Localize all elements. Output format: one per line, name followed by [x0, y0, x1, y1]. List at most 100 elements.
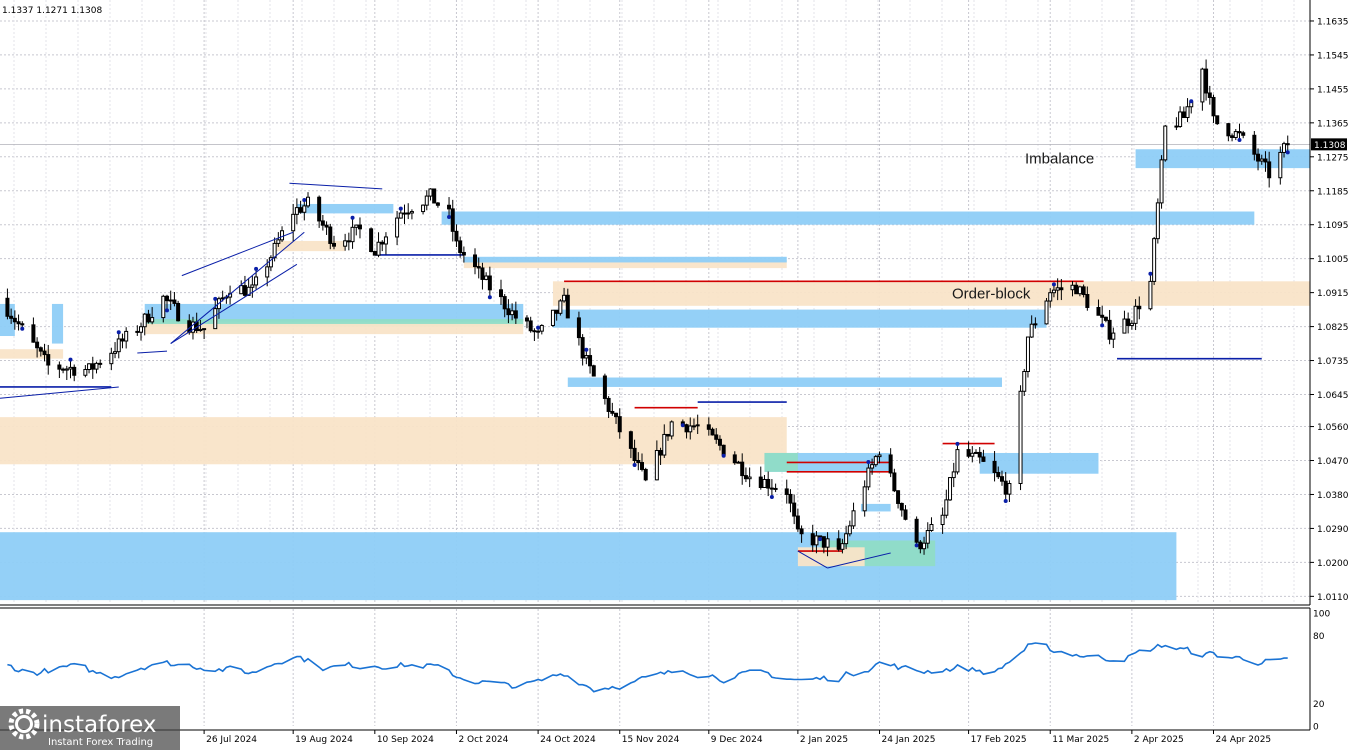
candle — [72, 364, 77, 382]
candle-body — [1051, 289, 1056, 294]
candle-body — [447, 204, 452, 210]
candle-body — [584, 355, 589, 359]
candle — [610, 402, 615, 416]
candle-body — [940, 514, 945, 526]
candle — [1211, 94, 1216, 123]
candle-body — [688, 425, 693, 433]
candle — [1174, 117, 1179, 131]
candle-body — [536, 330, 541, 333]
candle — [1074, 282, 1079, 295]
candle-body — [899, 502, 904, 511]
candle — [20, 321, 25, 331]
candle-body — [202, 328, 207, 331]
candle-body — [1022, 371, 1027, 392]
candle-body — [35, 341, 40, 349]
candle — [1070, 280, 1075, 297]
orderblock-zone — [463, 259, 787, 269]
candle-body — [981, 456, 986, 462]
candle-body — [1003, 480, 1008, 495]
candle — [814, 530, 819, 554]
candle — [31, 317, 36, 343]
candle — [1252, 131, 1257, 161]
candle-body — [473, 254, 478, 268]
candle-body — [1207, 92, 1212, 98]
candle — [276, 232, 281, 247]
candle — [1129, 320, 1134, 330]
candle — [721, 444, 726, 458]
price-tick-label: 1.0380 — [1317, 491, 1349, 501]
candle — [736, 460, 741, 464]
candle — [940, 507, 945, 534]
candle — [120, 333, 125, 349]
fractal-marker — [914, 543, 919, 548]
candle — [929, 517, 934, 532]
candle — [1085, 286, 1090, 311]
candle — [354, 224, 359, 236]
candle-body — [246, 286, 251, 296]
candle-body — [669, 421, 674, 437]
candle-body — [317, 196, 322, 222]
candle-body — [643, 468, 648, 481]
candle-body — [914, 518, 919, 543]
candle — [914, 516, 919, 548]
candle — [740, 453, 745, 485]
candle — [550, 309, 555, 327]
candle-body — [513, 310, 518, 319]
candle — [380, 240, 385, 252]
candle — [992, 451, 997, 482]
fractal-marker — [398, 206, 403, 211]
candle — [350, 215, 355, 249]
candle — [35, 337, 40, 358]
candle — [948, 477, 953, 501]
candle-body — [1185, 106, 1190, 119]
candle — [576, 311, 581, 346]
fractal-marker — [955, 441, 960, 446]
orderblock-zone — [797, 547, 865, 567]
candle-body — [306, 196, 311, 207]
candle-body — [324, 224, 329, 228]
candle — [640, 453, 645, 472]
candle-body — [714, 434, 719, 440]
candle — [1133, 299, 1138, 331]
fractal-marker — [866, 460, 871, 465]
candle — [710, 427, 715, 436]
candle — [1204, 59, 1209, 101]
candle — [617, 408, 622, 439]
candle-body — [398, 212, 403, 219]
candle-body — [432, 188, 437, 204]
candle-body — [298, 207, 303, 213]
candle — [502, 294, 507, 318]
fractal-marker — [302, 197, 307, 202]
candle-body — [866, 467, 871, 488]
osc-tick-label: 100 — [1313, 610, 1330, 620]
candle — [16, 314, 21, 331]
time-tick-label: 17 Feb 2025 — [971, 735, 1027, 745]
candle — [109, 347, 114, 371]
candle-body — [98, 362, 103, 365]
candle-body — [588, 355, 593, 367]
fractal-marker — [680, 423, 685, 428]
candle-body — [1241, 132, 1246, 136]
candle — [1215, 115, 1220, 125]
candle — [714, 428, 719, 444]
price-tick-label: 1.1545 — [1317, 51, 1349, 61]
candle — [1077, 285, 1082, 297]
candle-body — [847, 525, 852, 535]
candle-body — [1152, 238, 1157, 282]
candle-body — [1226, 123, 1231, 137]
candle — [1103, 316, 1108, 323]
candle-body — [1230, 135, 1235, 138]
candle-body — [239, 285, 244, 295]
oscillator-layer — [7, 642, 1288, 693]
candle — [562, 287, 567, 303]
orderblock-zone — [274, 240, 346, 252]
candle-body — [498, 289, 503, 298]
candle — [357, 217, 362, 239]
candle-body — [9, 315, 14, 319]
candle-body — [369, 228, 374, 253]
candle — [1185, 98, 1190, 123]
candle — [198, 319, 203, 332]
candle — [202, 328, 207, 340]
trendline — [289, 182, 383, 190]
